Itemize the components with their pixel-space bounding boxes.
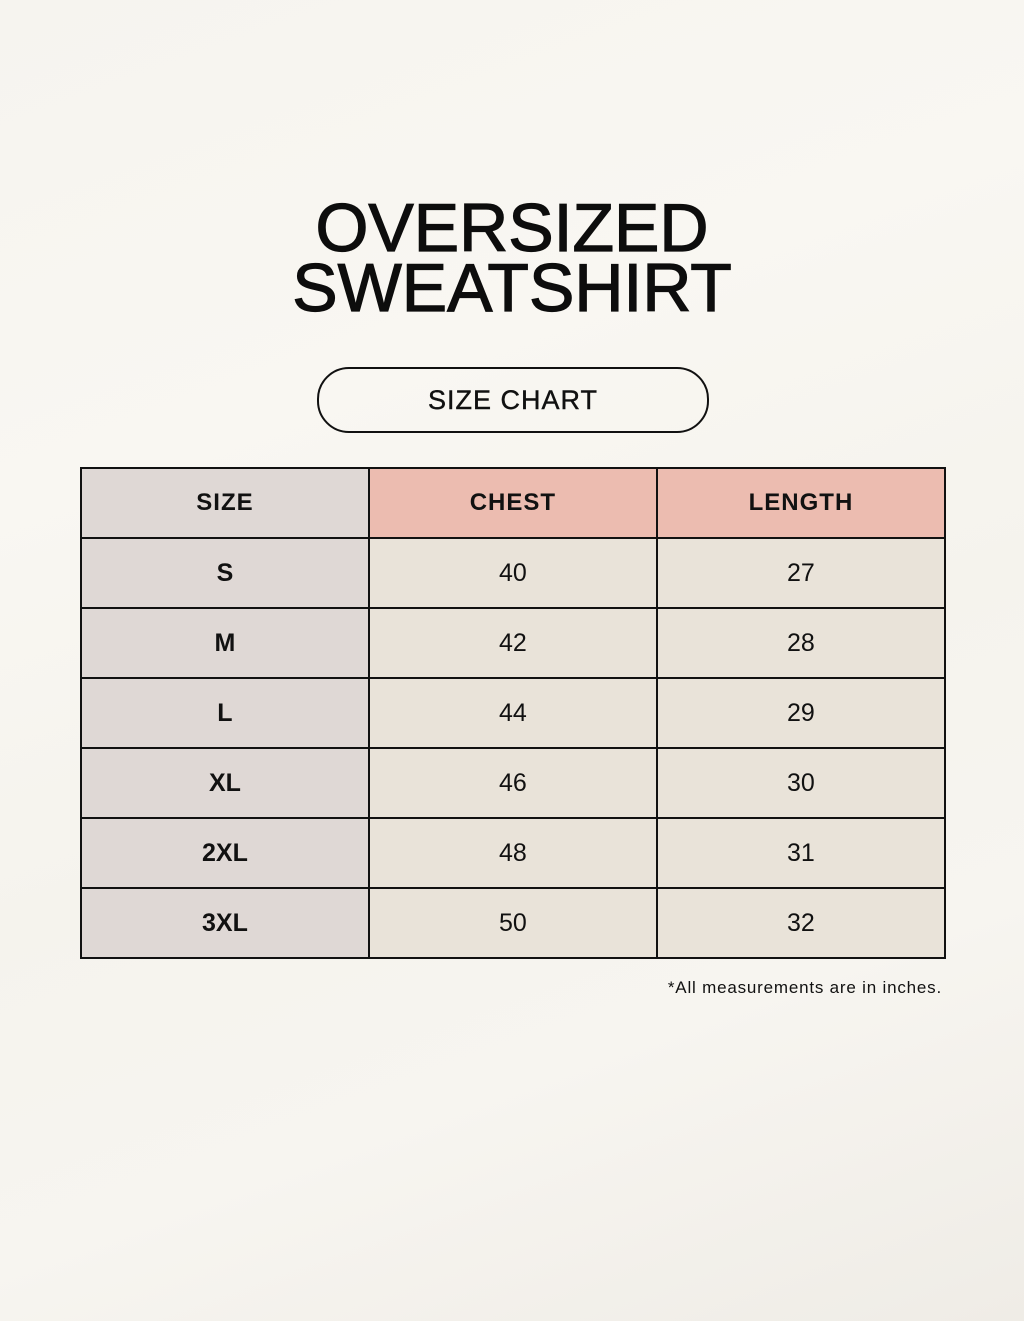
size-cell: S — [80, 537, 370, 609]
length-cell: 31 — [655, 817, 947, 889]
length-cell: 27 — [655, 537, 947, 609]
length-cell: 30 — [655, 747, 947, 819]
table-row: 3XL 50 32 — [80, 887, 947, 959]
header-chest: CHEST — [367, 467, 658, 539]
size-cell: M — [80, 607, 370, 679]
chest-cell: 50 — [367, 887, 658, 959]
header-size: SIZE — [80, 467, 370, 539]
table-row: XL 46 30 — [80, 747, 947, 819]
table-row: S 40 27 — [80, 537, 947, 609]
chest-cell: 44 — [367, 677, 658, 749]
page-title: OVERSIZED SWEATSHIRT — [0, 190, 1024, 326]
size-chart-table: SIZE CHEST LENGTH S 40 27 M 42 28 L 44 2… — [80, 467, 947, 959]
table-header-row: SIZE CHEST LENGTH — [80, 467, 947, 539]
title-line-1: OVERSIZED — [315, 190, 709, 266]
size-cell: 2XL — [80, 817, 370, 889]
table-row: 2XL 48 31 — [80, 817, 947, 889]
table-row: M 42 28 — [80, 607, 947, 679]
size-cell: XL — [80, 747, 370, 819]
size-cell: L — [80, 677, 370, 749]
title-line-2: SWEATSHIRT — [292, 250, 733, 326]
chest-cell: 46 — [367, 747, 658, 819]
size-chart-label: SIZE CHART — [317, 367, 709, 433]
chest-cell: 42 — [367, 607, 658, 679]
measurement-footnote: *All measurements are in inches. — [667, 978, 942, 997]
length-cell: 28 — [655, 607, 947, 679]
header-length: LENGTH — [655, 467, 947, 539]
chest-cell: 40 — [367, 537, 658, 609]
size-cell: 3XL — [80, 887, 370, 959]
length-cell: 32 — [655, 887, 947, 959]
length-cell: 29 — [655, 677, 947, 749]
chest-cell: 48 — [367, 817, 658, 889]
table-row: L 44 29 — [80, 677, 947, 749]
